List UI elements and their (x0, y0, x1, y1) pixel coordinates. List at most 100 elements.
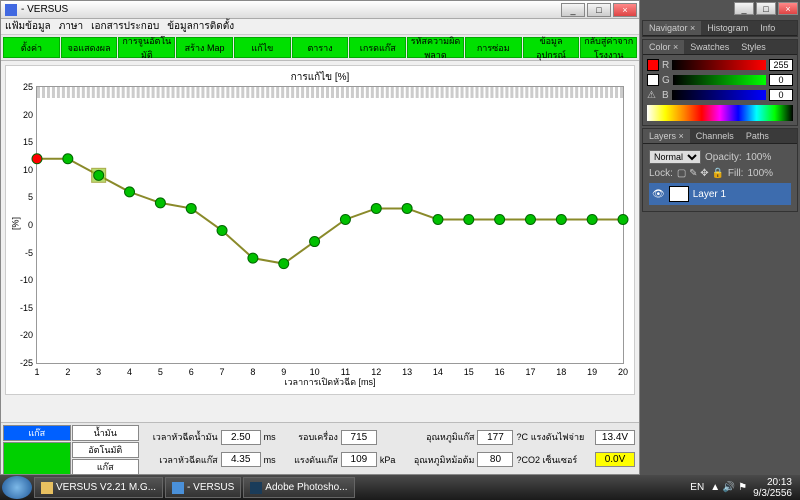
tab-color[interactable]: Color × (643, 40, 684, 54)
mode-buttons: แก๊ส น้ำมัน อัตโนมัติ แก๊ส (1, 423, 141, 474)
task-folder[interactable]: VERSUS V2.21 M.G... (34, 477, 163, 498)
unit-c1: ?C (516, 432, 528, 442)
auto-button[interactable]: อัตโนมัติ (72, 442, 140, 458)
clock[interactable]: 20:139/3/2556 (753, 477, 792, 499)
opacity-value[interactable]: 100% (746, 152, 772, 163)
ps-min-button[interactable]: _ (734, 2, 754, 15)
toolbar-btn-2[interactable]: การจูนอัตโนมัติ (118, 37, 175, 58)
r-slider[interactable] (672, 60, 766, 70)
b-value[interactable]: 0 (769, 89, 793, 101)
start-button[interactable] (2, 476, 32, 499)
xtick: 4 (127, 367, 132, 377)
xtick: 1 (34, 367, 39, 377)
plot-svg (37, 87, 623, 363)
blend-mode-select[interactable]: Normal (649, 150, 701, 164)
petrol-button[interactable]: น้ำมัน (72, 425, 140, 441)
r-value[interactable]: 255 (769, 59, 793, 71)
lbl-inj-petrol: เวลาหัวฉีดน้ำมัน (145, 430, 218, 444)
gas2-button[interactable]: แก๊ส (72, 459, 140, 475)
lbl-volt: แรงดันไฟจ่าย (531, 432, 585, 442)
ytick: 5 (13, 192, 33, 202)
ytick: 10 (13, 165, 33, 175)
val-volt: 13.4V (595, 430, 635, 445)
ps-max-button[interactable]: □ (756, 2, 776, 15)
xtick: 12 (371, 367, 381, 377)
xtick: 6 (189, 367, 194, 377)
ytick: 0 (13, 220, 33, 230)
val-o2: 0.0V (595, 452, 635, 467)
unit-c2: ?C (516, 455, 528, 465)
task-versus[interactable]: - VERSUS (165, 477, 241, 498)
g-value[interactable]: 0 (769, 74, 793, 86)
layers-panel: Layers × Channels Paths Normal Opacity: 1… (642, 128, 798, 212)
tab-info[interactable]: Info (754, 21, 781, 35)
tab-navigator[interactable]: Navigator × (643, 21, 701, 35)
maximize-button[interactable]: □ (587, 3, 611, 17)
tray-icons[interactable]: ▲ 🔊 ⚑ (710, 482, 747, 493)
navigator-panel: Navigator × Histogram Info (642, 20, 798, 37)
xtick: 10 (310, 367, 320, 377)
ytick: -25 (13, 358, 33, 368)
xtick: 13 (402, 367, 412, 377)
xtick: 8 (250, 367, 255, 377)
color-panel: Color × Swatches Styles R255 G0 ⚠B0 (642, 39, 798, 126)
toolbar-btn-9[interactable]: ข้อมูลอุปกรณ์ (523, 37, 580, 58)
system-tray[interactable]: EN ▲ 🔊 ⚑ 20:139/3/2556 (690, 477, 798, 499)
ytick: 15 (13, 137, 33, 147)
taskbar: VERSUS V2.21 M.G... - VERSUS Adobe Photo… (0, 475, 800, 500)
toolbar-btn-10[interactable]: กลับสู่ค่าจากโรงงาน (580, 37, 637, 58)
toolbar-btn-3[interactable]: สร้าง Map (176, 37, 233, 58)
indicator[interactable] (3, 442, 71, 475)
bg-swatch[interactable] (647, 74, 659, 86)
lbl-o2: O2 เซ็นเซอร์ (528, 455, 577, 465)
gas-button[interactable]: แก๊ส (3, 425, 71, 441)
tab-layers[interactable]: Layers × (643, 129, 690, 143)
ytick: -10 (13, 275, 33, 285)
fill-value[interactable]: 100% (747, 168, 773, 179)
fg-swatch[interactable] (647, 59, 659, 71)
tab-swatches[interactable]: Swatches (684, 40, 735, 54)
b-label: B (662, 90, 669, 101)
toolbar-btn-5[interactable]: ตาราง (292, 37, 349, 58)
lock-icons[interactable]: ▢ ✎ ✥ 🔒 (677, 168, 724, 179)
menu-lang[interactable]: ภาษา (59, 19, 83, 34)
titlebar[interactable]: - VERSUS _ □ × (1, 1, 639, 19)
ytick: -15 (13, 303, 33, 313)
versus-window: - VERSUS _ □ × แฟ้มข้อมูล ภาษา เอกสารประ… (0, 0, 640, 475)
opacity-label: Opacity: (705, 152, 742, 163)
lang-indicator[interactable]: EN (690, 482, 704, 493)
val-redtemp: 80 (477, 452, 513, 467)
fill-label: Fill: (728, 168, 744, 179)
menu-docs[interactable]: เอกสารประกอบ (91, 19, 159, 34)
menu-install[interactable]: ข้อมูลการติดตั้ง (167, 19, 234, 34)
close-button[interactable]: × (613, 3, 637, 17)
toolbar-btn-7[interactable]: รหัสความผิดพลาด (407, 37, 464, 58)
visibility-icon[interactable]: 👁 (652, 189, 665, 200)
xtick: 5 (158, 367, 163, 377)
toolbar-btn-8[interactable]: การซ่อม (465, 37, 522, 58)
layer-thumb (669, 186, 689, 202)
xtick: 2 (65, 367, 70, 377)
chart-plot[interactable]: [%] เวลาการเปิดหัวฉีด [ms] -25-20-15-10-… (36, 86, 624, 364)
toolbar-btn-1[interactable]: จอแสดงผล (61, 37, 118, 58)
ps-close-button[interactable]: × (778, 2, 798, 15)
lbl-rpm: รอบเครื่อง (286, 430, 338, 444)
g-slider[interactable] (673, 75, 766, 85)
b-slider[interactable] (672, 90, 766, 100)
readouts: เวลาหัวฉีดน้ำมัน 2.50 ms รอบเครื่อง 715 … (141, 423, 639, 474)
color-spectrum[interactable] (647, 105, 793, 121)
tab-channels[interactable]: Channels (690, 129, 740, 143)
toolbar-btn-0[interactable]: ตั้งค่า (3, 37, 60, 58)
tab-paths[interactable]: Paths (740, 129, 775, 143)
ytick: 25 (13, 82, 33, 92)
xtick: 3 (96, 367, 101, 377)
layer-row[interactable]: 👁 Layer 1 (649, 183, 791, 205)
tab-styles[interactable]: Styles (735, 40, 772, 54)
toolbar-btn-4[interactable]: แก้ไข (234, 37, 291, 58)
tab-histogram[interactable]: Histogram (701, 21, 754, 35)
menu-file[interactable]: แฟ้มข้อมูล (5, 19, 51, 34)
unit-kpa: kPa (380, 455, 403, 465)
task-photoshop[interactable]: Adobe Photosho... (243, 477, 354, 498)
toolbar-btn-6[interactable]: เกรดแก๊ส (349, 37, 406, 58)
minimize-button[interactable]: _ (561, 3, 585, 17)
